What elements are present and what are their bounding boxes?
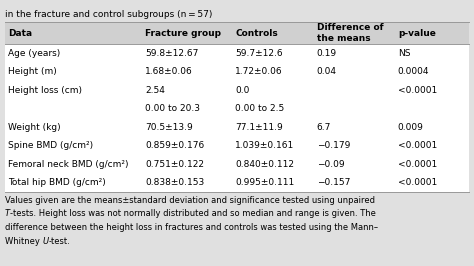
Text: Data: Data [8,28,32,38]
Text: 59.7±12.6: 59.7±12.6 [236,49,283,58]
Text: 2.54: 2.54 [145,86,165,95]
Text: 0.859±0.176: 0.859±0.176 [145,141,204,150]
Text: <0.0001: <0.0001 [398,141,437,150]
Text: 70.5±13.9: 70.5±13.9 [145,123,192,132]
Text: Weight (kg): Weight (kg) [8,123,61,132]
Text: Height loss (cm): Height loss (cm) [8,86,82,95]
Text: Difference of
the means: Difference of the means [317,23,383,43]
Text: −0.09: −0.09 [317,160,344,169]
Text: 0.840±0.112: 0.840±0.112 [236,160,294,169]
Text: Values given are the means±standard deviation and significance tested using unpa: Values given are the means±standard devi… [5,196,375,205]
Text: p-value: p-value [398,28,436,38]
Text: <0.0001: <0.0001 [398,178,437,187]
Text: Age (years): Age (years) [8,49,60,58]
Text: Femoral neck BMD (g/cm²): Femoral neck BMD (g/cm²) [8,160,128,169]
Text: Total hip BMD (g/cm²): Total hip BMD (g/cm²) [8,178,106,187]
Text: 0.00 to 20.3: 0.00 to 20.3 [145,104,200,113]
Text: 0.009: 0.009 [398,123,424,132]
Text: 6.7: 6.7 [317,123,331,132]
Text: <0.0001: <0.0001 [398,160,437,169]
Text: Controls: Controls [236,28,278,38]
Text: 1.72±0.06: 1.72±0.06 [236,67,283,76]
Text: 0.19: 0.19 [317,49,337,58]
Text: T: T [5,210,10,218]
Text: Height (m): Height (m) [8,67,57,76]
Text: <0.0001: <0.0001 [398,86,437,95]
Text: 1.68±0.06: 1.68±0.06 [145,67,192,76]
Text: 0.00 to 2.5: 0.00 to 2.5 [236,104,284,113]
Text: −0.179: −0.179 [317,141,350,150]
Text: in the fracture and control subgroups (n = 57): in the fracture and control subgroups (n… [5,10,212,19]
Text: 0.0: 0.0 [236,86,250,95]
Text: -test.: -test. [49,236,70,246]
Text: 0.751±0.122: 0.751±0.122 [145,160,204,169]
Text: 0.838±0.153: 0.838±0.153 [145,178,204,187]
Text: Whitney: Whitney [5,236,43,246]
Text: 1.039±0.161: 1.039±0.161 [236,141,295,150]
Text: Fracture group: Fracture group [145,28,221,38]
Text: difference between the height loss in fractures and controls was tested using th: difference between the height loss in fr… [5,223,378,232]
Text: -tests. Height loss was not normally distributed and so median and range is give: -tests. Height loss was not normally dis… [10,210,376,218]
Text: 59.8±12.67: 59.8±12.67 [145,49,198,58]
Text: 0.04: 0.04 [317,67,337,76]
Bar [5,22,469,192]
Bar [5,22,469,44]
Text: 0.0004: 0.0004 [398,67,429,76]
Text: Spine BMD (g/cm²): Spine BMD (g/cm²) [8,141,93,150]
Text: 77.1±11.9: 77.1±11.9 [236,123,283,132]
Text: NS: NS [398,49,410,58]
Text: U: U [43,236,49,246]
Text: 0.995±0.111: 0.995±0.111 [236,178,295,187]
Text: −0.157: −0.157 [317,178,350,187]
